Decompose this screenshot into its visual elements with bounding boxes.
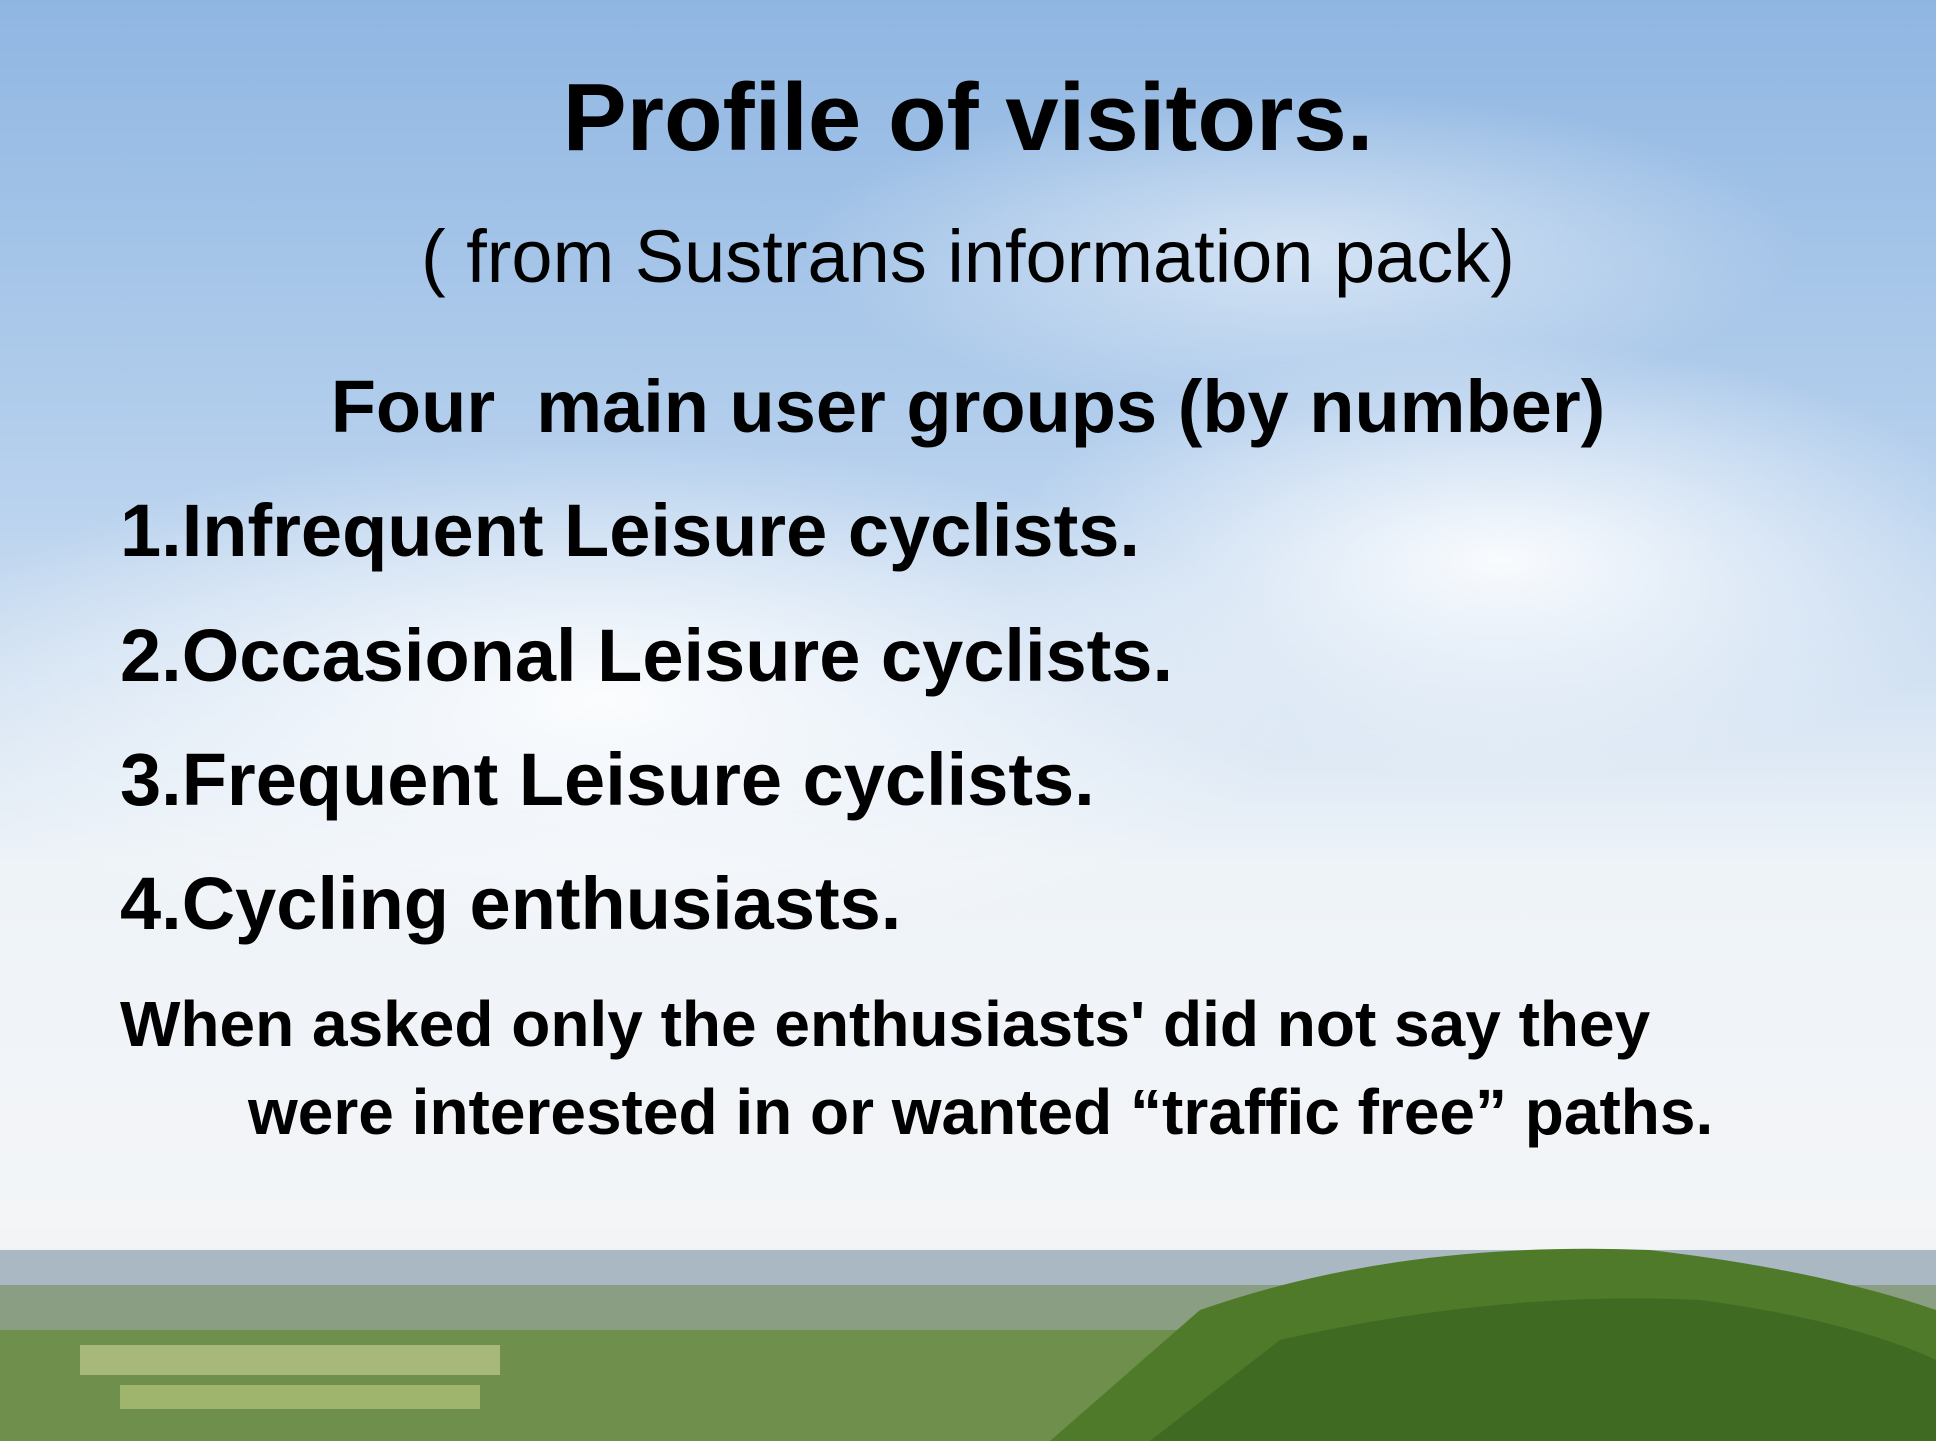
note: When asked only the enthusiasts' did not… (120, 980, 1760, 1156)
list-item: 3.Frequent Leisure cyclists. (120, 743, 1095, 817)
list-item: 1.Infrequent Leisure cyclists. (120, 494, 1140, 568)
title: Profile of visitors. (0, 70, 1936, 166)
heading: Four main user groups (by number) (0, 370, 1936, 444)
list-item: 2.Occasional Leisure cyclists. (120, 619, 1173, 693)
slide: Profile of visitors. ( from Sustrans inf… (0, 0, 1936, 1441)
subtitle: ( from Sustrans information pack) (0, 220, 1936, 294)
list-item: 4.Cycling enthusiasts. (120, 867, 901, 941)
